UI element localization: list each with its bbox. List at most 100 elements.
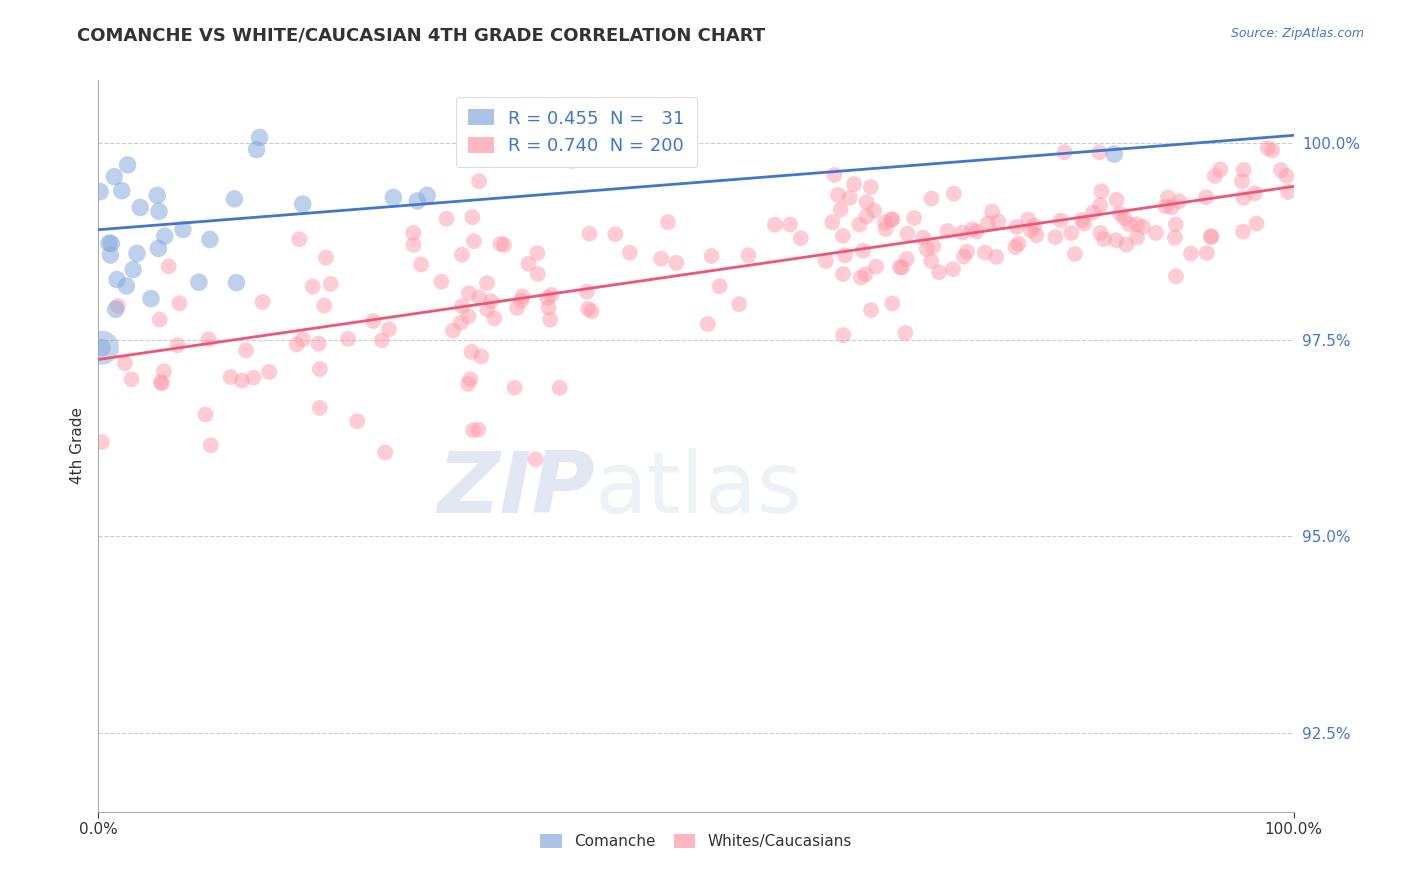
Point	[1160, 200, 1182, 214]
Point	[231, 374, 253, 388]
Point	[308, 362, 330, 376]
Point	[700, 249, 723, 263]
Point	[842, 177, 865, 191]
Point	[492, 238, 515, 252]
Point	[1164, 230, 1187, 244]
Point	[1090, 184, 1112, 198]
Point	[1126, 230, 1149, 244]
Point	[479, 294, 502, 309]
Point	[470, 350, 492, 364]
Point	[852, 244, 875, 258]
Point	[468, 174, 491, 188]
Point	[382, 190, 405, 204]
Point	[288, 232, 311, 246]
Point	[441, 324, 464, 338]
Point	[510, 293, 533, 308]
Point	[977, 216, 1000, 230]
Point	[150, 376, 173, 391]
Point	[1209, 162, 1232, 177]
Point	[468, 290, 491, 304]
Point	[831, 228, 853, 243]
Point	[436, 211, 458, 226]
Point	[1261, 144, 1284, 158]
Point	[308, 401, 330, 415]
Point	[200, 438, 222, 452]
Point	[197, 332, 219, 346]
Point	[548, 381, 571, 395]
Point	[1090, 226, 1112, 240]
Point	[1180, 246, 1202, 260]
Point	[855, 267, 877, 281]
Point	[834, 248, 856, 262]
Point	[891, 260, 914, 275]
Point	[1195, 190, 1218, 204]
Point	[986, 250, 1008, 264]
Point	[838, 191, 860, 205]
Point	[346, 414, 368, 428]
Point	[1126, 218, 1149, 232]
Point	[561, 153, 583, 168]
Point	[709, 279, 731, 293]
Point	[526, 267, 548, 281]
Point	[1168, 194, 1191, 209]
Point	[1195, 246, 1218, 260]
Point	[1233, 163, 1256, 178]
Point	[1045, 230, 1067, 244]
Point	[1118, 217, 1140, 231]
Point	[880, 212, 903, 227]
Point	[1201, 230, 1223, 244]
Point	[139, 292, 162, 306]
Point	[1115, 237, 1137, 252]
Point	[219, 370, 242, 384]
Point	[1132, 219, 1154, 234]
Point	[457, 286, 479, 301]
Point	[315, 251, 337, 265]
Point	[374, 445, 396, 459]
Point	[103, 169, 125, 184]
Point	[512, 289, 534, 303]
Text: atlas: atlas	[595, 449, 803, 532]
Point	[153, 364, 176, 378]
Point	[1090, 198, 1112, 212]
Point	[981, 204, 1004, 219]
Point	[1114, 211, 1136, 226]
Point	[1060, 226, 1083, 240]
Point	[291, 197, 314, 211]
Point	[252, 295, 274, 310]
Point	[378, 322, 401, 336]
Point	[149, 312, 172, 326]
Point	[987, 214, 1010, 228]
Point	[880, 212, 903, 227]
Point	[1199, 229, 1222, 244]
Point	[665, 256, 688, 270]
Point	[1154, 199, 1177, 213]
Point	[460, 344, 482, 359]
Point	[1019, 224, 1042, 238]
Point	[832, 328, 855, 343]
Point	[540, 288, 562, 302]
Point	[1070, 213, 1092, 227]
Point	[814, 254, 837, 268]
Point	[827, 188, 849, 202]
Point	[605, 227, 627, 242]
Point	[1050, 213, 1073, 227]
Point	[463, 234, 485, 248]
Point	[249, 130, 271, 145]
Point	[1232, 191, 1254, 205]
Point	[450, 316, 472, 330]
Point	[257, 365, 280, 379]
Text: ZIP: ZIP	[437, 449, 595, 532]
Point	[1246, 217, 1268, 231]
Point	[291, 332, 314, 346]
Point	[91, 341, 114, 355]
Point	[89, 185, 111, 199]
Point	[1105, 193, 1128, 207]
Point	[105, 272, 128, 286]
Point	[526, 246, 548, 260]
Point	[848, 218, 870, 232]
Point	[337, 332, 360, 346]
Point	[460, 372, 482, 386]
Point	[956, 244, 979, 259]
Point	[1088, 145, 1111, 160]
Point	[430, 275, 453, 289]
